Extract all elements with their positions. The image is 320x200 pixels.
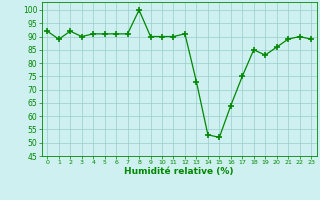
X-axis label: Humidité relative (%): Humidité relative (%) <box>124 167 234 176</box>
